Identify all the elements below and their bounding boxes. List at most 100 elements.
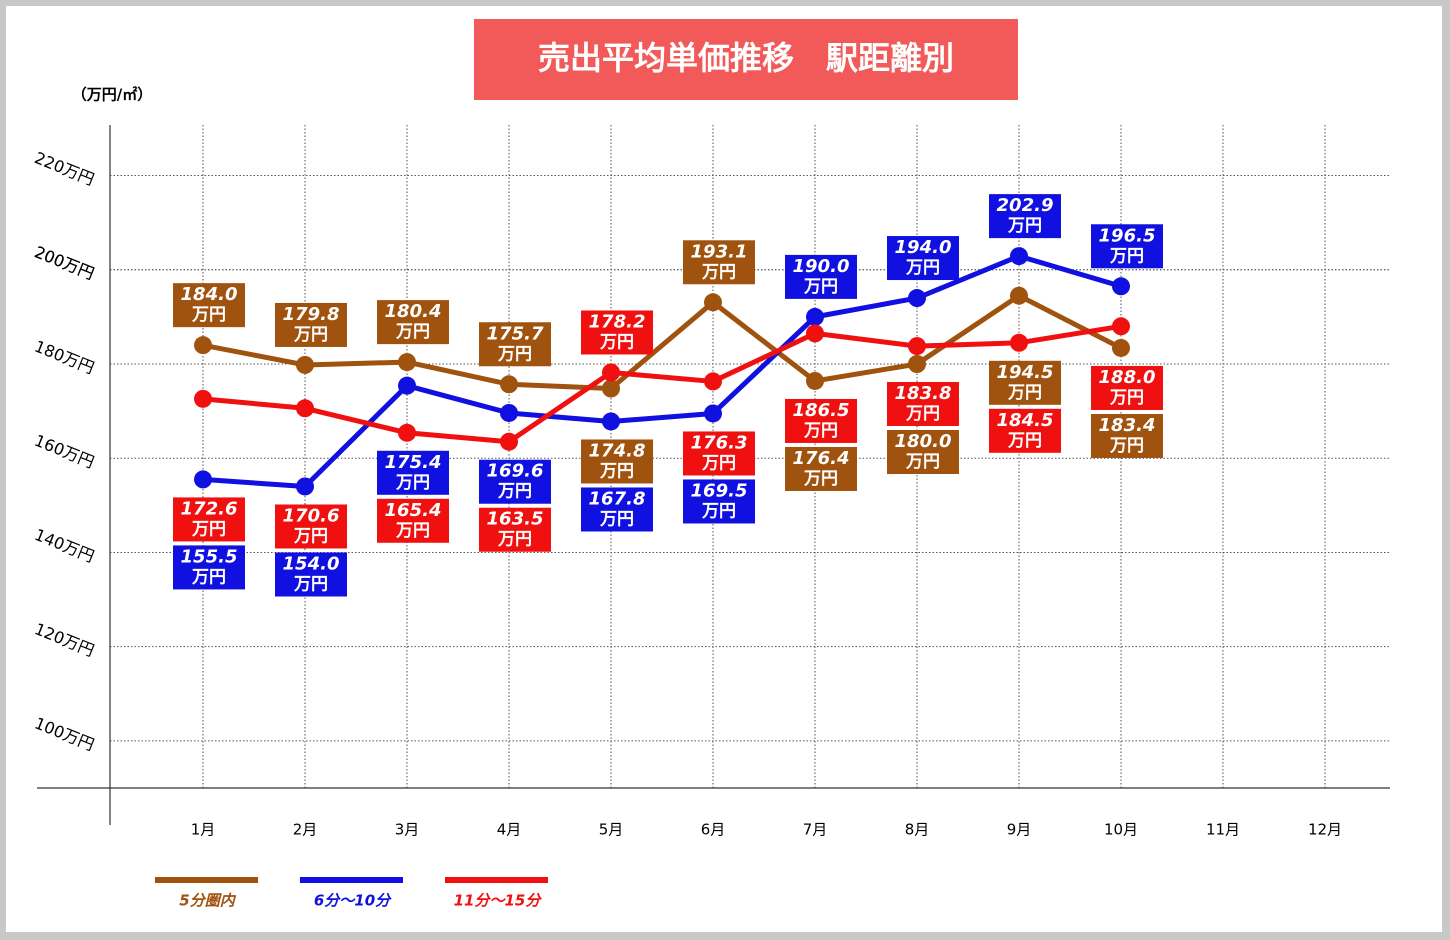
- label-box: [377, 450, 449, 495]
- label-box: [989, 408, 1061, 453]
- label-box: [1091, 413, 1163, 458]
- value-label: 180.4: [385, 301, 442, 322]
- series-line: [202, 293, 1123, 391]
- label-box: [173, 545, 245, 590]
- x-tick-label: 9月: [1007, 821, 1032, 839]
- value-unit: 万円: [497, 482, 532, 502]
- label-box: [275, 504, 347, 549]
- x-tick-label: 2月: [293, 821, 318, 839]
- point: [398, 353, 416, 372]
- value-unit: 万円: [701, 501, 736, 521]
- value-unit: 万円: [803, 421, 838, 441]
- x-tick-label: 6月: [701, 821, 726, 839]
- value-unit: 万円: [599, 509, 634, 529]
- value-label: 179.8: [283, 304, 340, 325]
- label-box: [275, 302, 347, 347]
- label-box: [989, 194, 1061, 239]
- value-unit: 万円: [1007, 431, 1042, 451]
- value-unit: 万円: [395, 473, 430, 493]
- label-box: [479, 322, 551, 367]
- value-unit: 万円: [191, 567, 226, 587]
- value-label: 175.7: [487, 323, 544, 344]
- point: [398, 376, 416, 395]
- title-box: [474, 19, 1018, 100]
- y-axis-label: （万円/㎡）: [72, 86, 152, 104]
- value-unit: 万円: [1109, 388, 1144, 408]
- value-label: 202.9: [997, 195, 1054, 216]
- value-label: 175.4: [385, 452, 442, 473]
- value-unit: 万円: [701, 262, 736, 282]
- x-tick-label: 1月: [191, 821, 216, 839]
- value-unit: 万円: [1007, 383, 1042, 403]
- series-line: [202, 323, 1122, 445]
- chart-title: 売出平均単価推移 駅距離別: [538, 39, 954, 77]
- value-unit: 万円: [293, 526, 328, 546]
- label-box: [173, 283, 245, 328]
- value-unit: 万円: [599, 332, 634, 352]
- label-box: [377, 498, 449, 543]
- label-box: [989, 360, 1061, 405]
- legend-label: 11分～15分: [454, 892, 543, 910]
- value-label: 154.0: [283, 553, 340, 574]
- x-tick-label: 3月: [395, 821, 420, 839]
- point: [194, 389, 212, 408]
- value-label: 184.5: [997, 410, 1054, 431]
- value-label: 174.8: [589, 440, 646, 461]
- value-unit: 万円: [905, 452, 940, 472]
- value-unit: 万円: [395, 521, 430, 541]
- value-unit: 万円: [191, 519, 226, 539]
- value-label: 163.5: [487, 509, 544, 530]
- value-label: 183.8: [895, 383, 952, 404]
- value-label: 172.6: [181, 498, 238, 519]
- point: [296, 355, 314, 374]
- label-box: [785, 254, 857, 299]
- point: [1010, 247, 1028, 266]
- value-unit: 万円: [293, 325, 328, 345]
- point: [1010, 333, 1028, 352]
- label-box: [683, 479, 755, 524]
- value-unit: 万円: [1109, 246, 1144, 266]
- point: [704, 293, 722, 312]
- point: [704, 404, 722, 423]
- label-box: [887, 430, 959, 474]
- point: [1112, 277, 1130, 296]
- label-box: [275, 552, 347, 597]
- value-unit: 万円: [1007, 216, 1042, 236]
- legend-label: 6分～10分: [314, 892, 392, 910]
- label-box: [479, 507, 551, 552]
- point: [908, 337, 926, 356]
- x-tick-label: 5月: [599, 821, 624, 839]
- label-box: [1091, 365, 1163, 410]
- x-tick-label: 12月: [1308, 821, 1342, 839]
- point: [1010, 286, 1028, 305]
- point: [500, 375, 518, 394]
- label-box: [377, 300, 449, 345]
- value-unit: 万円: [803, 277, 838, 297]
- value-label: 178.2: [589, 311, 646, 332]
- label-box: [479, 459, 551, 504]
- value-label: 176.3: [691, 432, 748, 453]
- point: [500, 432, 518, 451]
- point: [806, 307, 824, 326]
- value-unit: 万円: [905, 404, 940, 424]
- point: [194, 336, 212, 355]
- value-label: 170.6: [283, 505, 340, 526]
- value-label: 190.0: [793, 256, 850, 277]
- value-label: 184.0: [181, 284, 238, 305]
- x-tick-label: 7月: [803, 821, 828, 839]
- point: [602, 379, 620, 398]
- value-label: 194.0: [895, 237, 952, 258]
- value-unit: 万円: [293, 574, 328, 594]
- value-label: 167.8: [589, 488, 646, 509]
- value-label: 169.6: [487, 461, 544, 482]
- value-label: 155.5: [181, 546, 238, 567]
- value-label: 183.4: [1099, 415, 1156, 436]
- value-unit: 万円: [803, 469, 838, 489]
- point: [908, 355, 926, 373]
- point: [194, 470, 212, 489]
- x-tick-label: 8月: [905, 821, 930, 839]
- legend-label: 5分圏内: [179, 892, 236, 910]
- label-box: [887, 236, 959, 281]
- point: [806, 324, 824, 343]
